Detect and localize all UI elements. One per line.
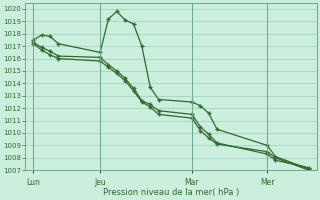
X-axis label: Pression niveau de la mer( hPa ): Pression niveau de la mer( hPa ) xyxy=(103,188,239,197)
